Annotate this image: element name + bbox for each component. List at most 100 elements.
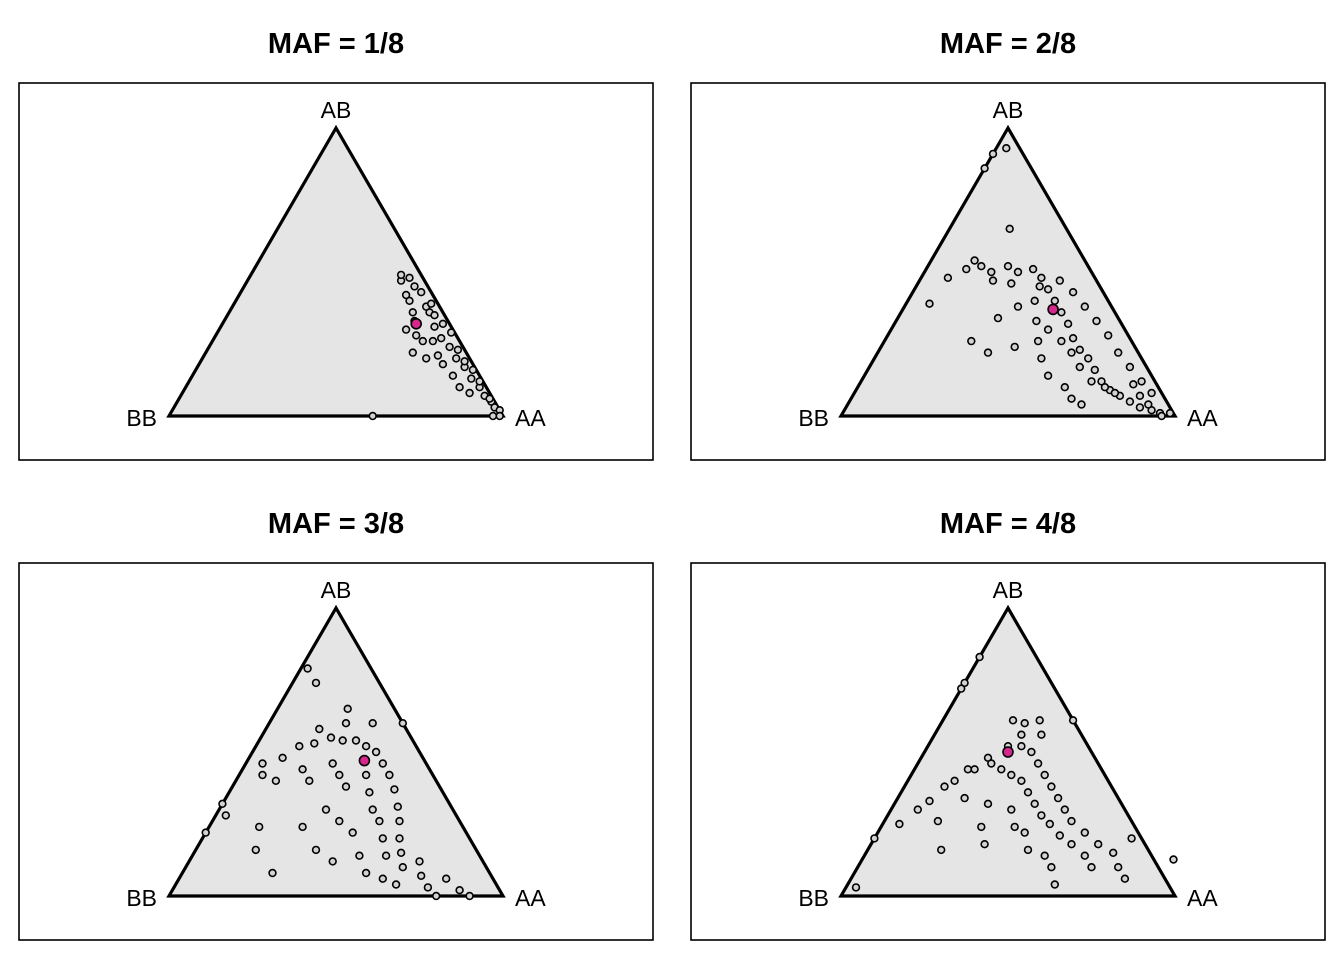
data-point bbox=[361, 770, 371, 780]
data-point bbox=[328, 759, 337, 768]
data-point bbox=[1010, 822, 1019, 832]
data-point bbox=[933, 816, 943, 826]
highlight-point bbox=[358, 754, 371, 767]
data-point bbox=[401, 290, 411, 300]
data-point bbox=[1157, 411, 1166, 421]
data-point bbox=[427, 299, 436, 308]
data-point bbox=[375, 816, 384, 826]
data-point bbox=[943, 273, 953, 282]
data-point bbox=[1092, 316, 1101, 326]
panel-box bbox=[18, 562, 654, 941]
data-point bbox=[438, 319, 448, 328]
panel-maf-3-8: MAF = 3/8 AB BB AA bbox=[18, 508, 654, 941]
data-point bbox=[1125, 362, 1135, 372]
data-point bbox=[271, 776, 281, 785]
data-point bbox=[341, 782, 351, 791]
data-point bbox=[1035, 716, 1044, 725]
data-point bbox=[1113, 348, 1123, 357]
data-point bbox=[1103, 331, 1113, 340]
data-point bbox=[391, 880, 401, 889]
data-point bbox=[445, 342, 454, 352]
panel-title: MAF = 3/8 bbox=[268, 508, 404, 540]
panel-maf-4-8: MAF = 4/8 AB BB AA bbox=[690, 508, 1326, 941]
data-point bbox=[385, 770, 394, 780]
data-point bbox=[977, 262, 986, 271]
data-point bbox=[1013, 267, 1023, 277]
data-point bbox=[405, 273, 414, 282]
data-point bbox=[341, 718, 351, 728]
data-point bbox=[452, 354, 461, 363]
vertex-label-ab: AB bbox=[321, 97, 352, 123]
data-point bbox=[988, 149, 998, 159]
data-point bbox=[401, 325, 411, 334]
vertex-label-aa: AA bbox=[515, 405, 546, 431]
data-point bbox=[1080, 851, 1090, 860]
data-point bbox=[940, 782, 949, 791]
data-point bbox=[1135, 391, 1145, 400]
data-point bbox=[1037, 273, 1046, 282]
highlight-point bbox=[410, 317, 423, 330]
data-point bbox=[453, 345, 463, 354]
data-point bbox=[396, 848, 406, 857]
data-point bbox=[326, 733, 336, 742]
data-point bbox=[970, 256, 979, 265]
data-point bbox=[1093, 839, 1103, 849]
data-point bbox=[988, 276, 998, 285]
data-point bbox=[455, 383, 464, 392]
data-point bbox=[343, 704, 352, 713]
data-point bbox=[465, 891, 474, 901]
data-point bbox=[1020, 718, 1029, 728]
data-point bbox=[371, 747, 381, 757]
data-point bbox=[395, 834, 404, 843]
data-point bbox=[428, 336, 438, 346]
data-point bbox=[298, 765, 307, 774]
panel-title: MAF = 4/8 bbox=[940, 508, 1076, 540]
data-point bbox=[433, 351, 443, 360]
data-point bbox=[1037, 811, 1046, 820]
data-point bbox=[983, 799, 993, 808]
data-point bbox=[415, 857, 424, 866]
data-point bbox=[310, 739, 319, 748]
data-point bbox=[1010, 342, 1019, 352]
data-point bbox=[925, 796, 934, 806]
data-point bbox=[1005, 224, 1014, 234]
data-point bbox=[335, 816, 344, 826]
data-point bbox=[1023, 788, 1033, 797]
ternary-triangle bbox=[166, 124, 506, 418]
data-point bbox=[1110, 388, 1120, 398]
data-point bbox=[1068, 288, 1078, 297]
data-point bbox=[1013, 302, 1023, 311]
data-point bbox=[1067, 348, 1076, 357]
data-point bbox=[1028, 264, 1038, 274]
vertex-label-aa: AA bbox=[515, 885, 546, 911]
data-point bbox=[408, 348, 417, 357]
data-point bbox=[465, 388, 474, 398]
data-point bbox=[1068, 716, 1078, 725]
ternary-triangle bbox=[166, 604, 506, 898]
highlight-point bbox=[1047, 303, 1059, 316]
data-point bbox=[1090, 365, 1100, 375]
data-point bbox=[442, 874, 451, 883]
data-point bbox=[1127, 834, 1136, 843]
data-point bbox=[977, 822, 986, 832]
data-point bbox=[950, 776, 959, 785]
data-point bbox=[1027, 747, 1036, 757]
data-point bbox=[1003, 262, 1013, 271]
data-point bbox=[485, 394, 494, 403]
data-point bbox=[1125, 397, 1135, 406]
data-point bbox=[1037, 730, 1046, 739]
data-point bbox=[1007, 279, 1016, 288]
data-point bbox=[936, 845, 946, 855]
data-point bbox=[1017, 741, 1026, 751]
data-point bbox=[963, 765, 973, 774]
data-point bbox=[1040, 851, 1049, 860]
vertex-label-bb: BB bbox=[126, 885, 157, 911]
data-point bbox=[305, 776, 314, 785]
vertex-label-aa: AA bbox=[1187, 405, 1218, 431]
data-point bbox=[437, 334, 446, 343]
data-point bbox=[1055, 831, 1065, 840]
data-point bbox=[422, 354, 431, 363]
data-point bbox=[218, 799, 227, 808]
data-point bbox=[430, 322, 439, 331]
